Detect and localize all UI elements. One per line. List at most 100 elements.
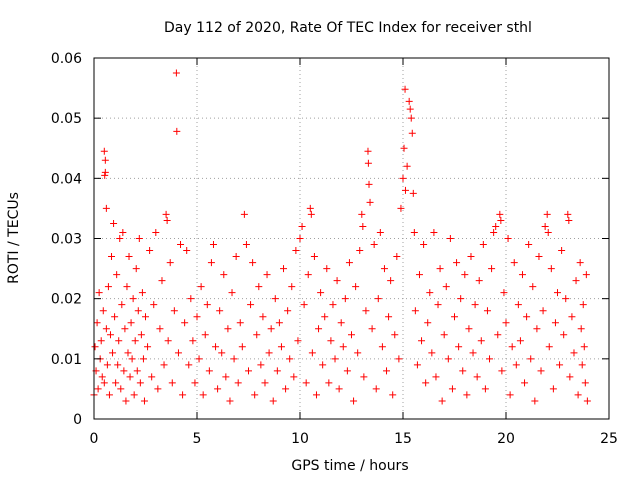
y-axis-label: ROTI / TECUs [6,192,22,284]
data-point [253,331,261,339]
x-tick-label: 5 [193,431,202,447]
data-point [259,313,267,321]
data-point [177,241,185,249]
data-point [128,355,136,363]
data-point [418,337,426,345]
data-point [359,222,367,230]
data-point [199,391,207,399]
y-tick-label: 0.06 [51,51,82,67]
data-point [94,385,102,393]
data-point [302,379,310,387]
data-point [350,397,358,405]
data-point [119,228,127,236]
data-point [422,379,430,387]
data-point [479,241,487,249]
data-point [105,391,113,399]
data-point [238,343,246,351]
data-point [224,325,232,333]
data-point [139,355,147,363]
data-point [461,271,469,279]
data-point [319,361,327,369]
data-point [282,385,290,393]
data-point [228,289,236,297]
data-point [150,301,158,309]
data-point [120,367,128,375]
data-point [201,331,209,339]
data-point [356,247,364,255]
data-point [164,337,172,345]
data-point [345,259,353,267]
data-point [195,355,203,363]
data-point [209,241,217,249]
data-point [306,204,314,212]
data-point [110,219,118,227]
data-point [337,319,345,327]
data-point [496,210,504,218]
data-point [267,325,275,333]
data-point [498,367,506,375]
x-tick-label: 0 [90,431,99,447]
data-point [325,379,333,387]
data-point [142,313,149,321]
data-point [364,159,372,167]
data-point [117,385,125,393]
data-point [446,235,454,242]
data-point [389,391,397,399]
data-point [343,367,351,375]
data-point [541,222,549,230]
data-point [236,319,244,327]
data-point [98,373,106,381]
data-point [486,355,494,363]
data-point [275,319,283,327]
data-point [471,301,479,309]
data-point [374,295,382,303]
data-point [166,259,174,267]
data-point [372,385,380,393]
data-point [544,228,552,236]
data-point [420,241,428,249]
data-point [408,129,416,137]
data-point [286,355,294,363]
data-point [395,355,403,363]
data-point [109,349,117,357]
data-point [137,331,145,339]
data-point [280,265,288,273]
data-point [288,283,296,291]
data-point [426,289,434,297]
data-point [300,301,308,309]
data-point [405,97,413,105]
x-tick-label: 20 [497,431,515,447]
data-point [277,343,285,351]
data-point [331,355,339,363]
data-point [391,331,399,339]
data-point [294,337,302,345]
data-point [407,114,415,122]
data-point [500,289,508,297]
data-point [207,259,215,267]
data-point [212,343,220,351]
data-point [111,313,119,321]
grid [94,58,609,419]
data-point [230,355,238,363]
data-point [197,283,205,291]
data-point [273,367,281,375]
data-point [323,265,331,273]
data-point [100,379,108,387]
data-point [271,295,279,303]
data-point [126,373,134,381]
data-point [269,397,277,405]
data-points [90,69,591,405]
data-point [562,295,570,303]
data-point [581,379,589,387]
data-point [475,277,483,285]
data-point [152,228,160,236]
data-point [525,241,533,249]
data-point [255,283,263,291]
data-point [134,307,142,315]
data-point [409,189,417,197]
data-point [370,241,378,249]
data-point [502,319,510,327]
data-point [234,379,242,387]
data-point [265,349,273,357]
data-point [413,361,421,369]
